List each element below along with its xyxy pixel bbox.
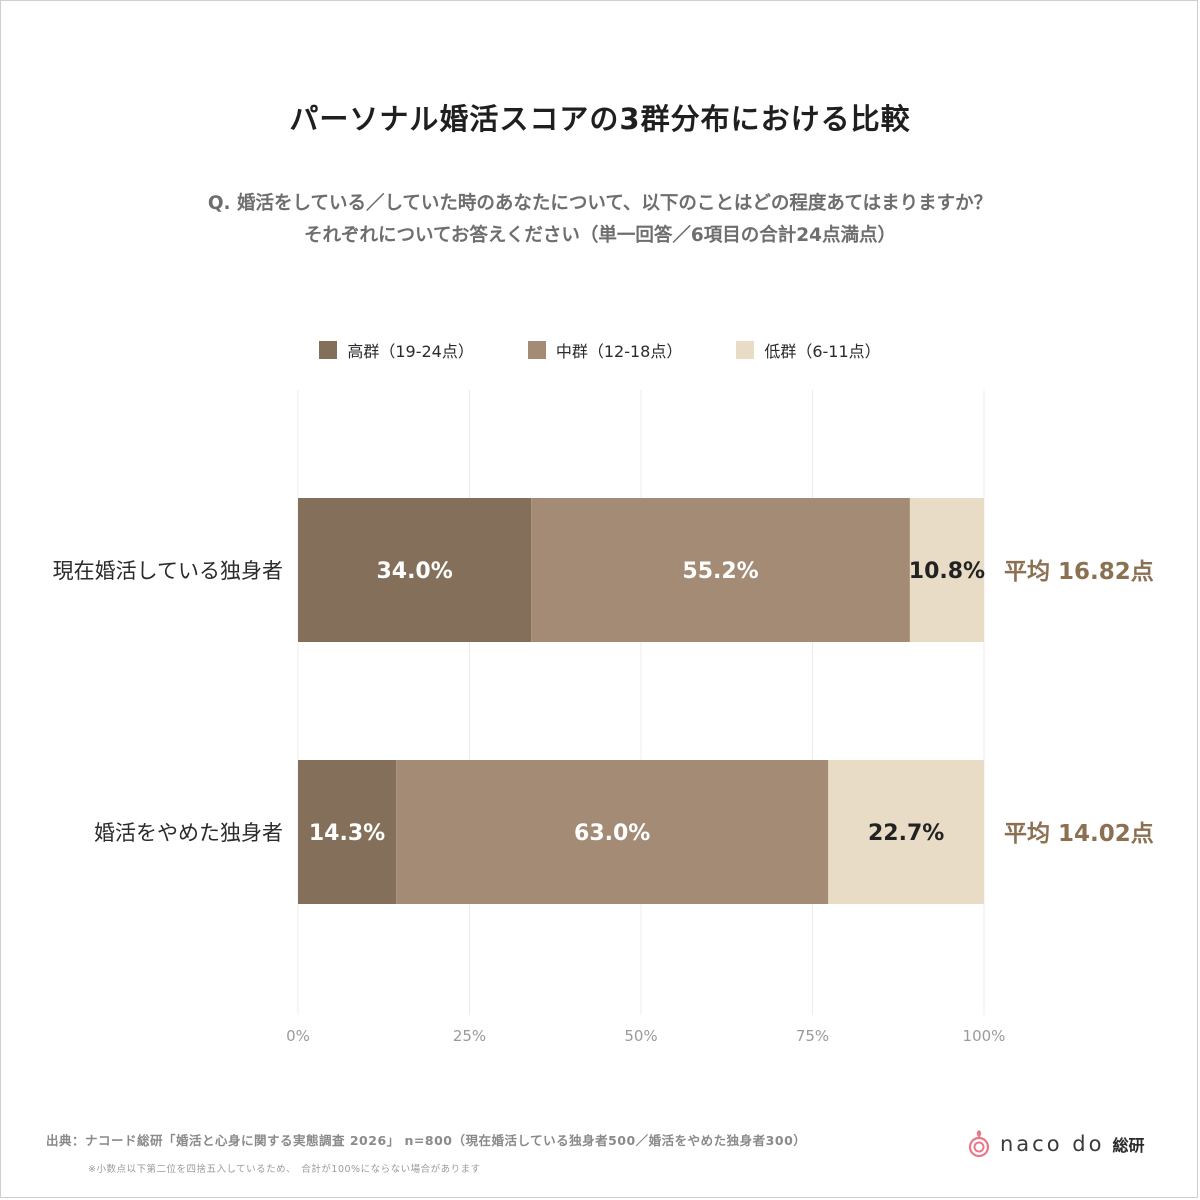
bar-segment [828, 760, 984, 904]
bar-segment [298, 498, 532, 642]
category-label: 現在婚活している独身者 [53, 559, 283, 583]
logo-text: naco do [1000, 1132, 1105, 1156]
logo-sub: 総研 [1112, 1136, 1145, 1155]
chart-title: パーソナル婚活スコアの3群分布における比較 [289, 102, 911, 136]
average-label: 平均 14.02点 [1004, 820, 1154, 847]
legend-swatch-low [736, 341, 755, 359]
x-tick-label: 25% [453, 1027, 486, 1045]
x-tick-label: 0% [286, 1027, 310, 1045]
legend-label-low: 低群（6-11点） [764, 342, 881, 361]
x-tick-label: 50% [624, 1027, 657, 1045]
category-label: 婚活をやめた独身者 [94, 821, 283, 845]
bar-segment [909, 498, 984, 642]
data-label: 14.3% [309, 821, 385, 846]
stacked-bar-chart: 0% 25% 50% 75% 100% 現在婚活している独身者 34.0% 55.2% 10.8… [53, 390, 1154, 1045]
legend-label-high: 高群（19-24点） [347, 342, 474, 361]
legend: 高群（19-24点） 中群（12-18点） 低群（6-11点） [0, 338, 1200, 362]
legend-item-mid: 中群（12-18点） [527, 338, 683, 362]
bar-segment [396, 760, 829, 904]
legend-item-low: 低群（6-11点） [736, 338, 881, 362]
x-tick-label: 75% [796, 1027, 829, 1045]
legend-swatch-mid [527, 341, 546, 359]
data-label: 63.0% [574, 821, 650, 846]
data-label: 10.8% [909, 559, 985, 584]
logo-mark-icon [968, 1130, 990, 1158]
data-label: 55.2% [682, 559, 758, 584]
legend-label-mid: 中群（12-18点） [555, 342, 683, 361]
footer-source: 出典：ナコード総研「婚活と心身に関する実態調査 2026」 n=800（現在婚活… [46, 1133, 807, 1148]
legend-swatch-high [319, 341, 338, 359]
data-label: 22.7% [868, 821, 944, 846]
data-label: 34.0% [376, 559, 452, 584]
question-line-2: それぞれについてお答えください（単一回答／6項目の合計24点満点） [304, 225, 896, 246]
question-text: Q. 婚活をしている／していた時のあなたについて、以下のことはどの程度あてはまり… [0, 188, 1200, 252]
legend-item-high: 高群（19-24点） [319, 338, 474, 362]
bar-segment [298, 760, 397, 904]
footer-note: ※小数点以下第二位を四捨五入しているため、 合計が100%にならない場合がありま… [88, 1164, 481, 1175]
question-line-1: Q. 婚活をしている／していた時のあなたについて、以下のことはどの程度あてはまり… [207, 193, 993, 214]
logo: naco do 総研 [966, 1128, 1144, 1160]
average-label: 平均 16.82点 [1004, 558, 1154, 585]
bar-segment [531, 498, 910, 642]
x-tick-label: 100% [963, 1027, 1006, 1045]
